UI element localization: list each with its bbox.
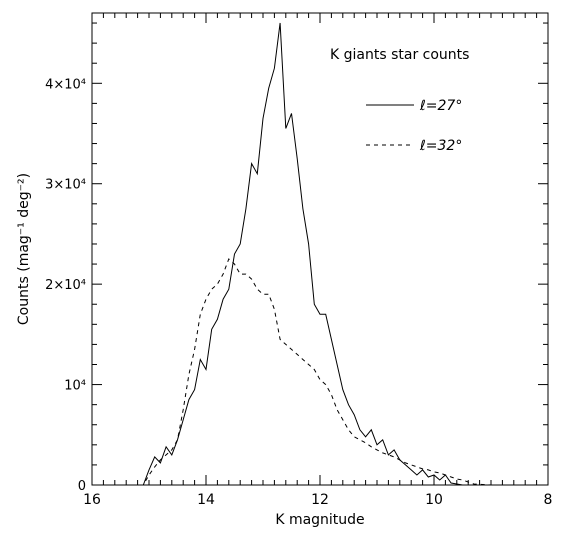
x-tick-label: 10 xyxy=(425,492,443,508)
y-axis-label: Counts (mag⁻¹ deg⁻²) xyxy=(16,173,32,325)
y-tick-label: 0 xyxy=(78,479,86,494)
axis-ticks xyxy=(91,13,549,486)
tick-labels: 16 14 12 10 8 0 10⁴ 2×10⁴ 3×10⁴ 4×10⁴ xyxy=(45,77,552,508)
legend: ℓ=27° ℓ=32° xyxy=(366,98,462,154)
legend-label-l27: ℓ=27° xyxy=(419,98,462,114)
x-tick-label: 16 xyxy=(83,492,101,508)
x-axis-label: K magnitude xyxy=(275,512,364,528)
legend-label-l32: ℓ=32° xyxy=(419,138,462,154)
y-tick-label: 3×10⁴ xyxy=(45,178,86,193)
chart-title: K giants star counts xyxy=(330,47,469,63)
x-tick-label: 8 xyxy=(544,492,553,508)
y-tick-label: 10⁴ xyxy=(64,379,86,394)
series-layer xyxy=(92,22,548,486)
y-tick-label: 4×10⁴ xyxy=(45,77,86,92)
series-line-0 xyxy=(92,22,548,486)
series-line-1 xyxy=(92,258,548,486)
y-tick-label: 2×10⁴ xyxy=(45,278,86,293)
plot-frame xyxy=(91,12,549,486)
x-tick-label: 14 xyxy=(197,492,215,508)
x-tick-label: 12 xyxy=(311,492,329,508)
